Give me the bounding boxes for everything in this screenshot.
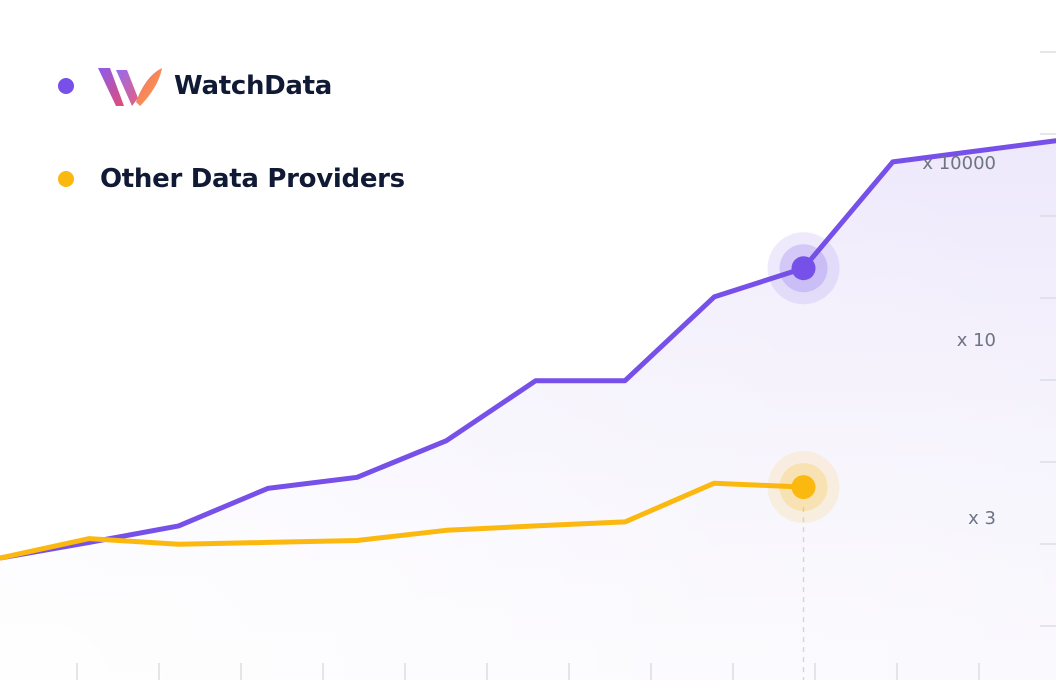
highlight-markers [767, 232, 840, 524]
watchdata-line [0, 138, 1056, 561]
y-tick-label: x 10000 [922, 153, 996, 174]
y-axis-ticks [1040, 51, 1056, 627]
marker-dot [791, 256, 816, 281]
watchdata-legend-dot [58, 78, 74, 94]
other-providers-highlight-marker [767, 451, 840, 524]
legend-item-watchdata[interactable]: WatchData [58, 64, 332, 108]
other-providers-line [0, 480, 806, 561]
x-axis-ticks [76, 663, 980, 680]
series-lines [0, 138, 1056, 561]
y-tick-labels: x 3 x 10 x 10000 [922, 153, 996, 529]
legend-item-other-providers[interactable]: Other Data Providers [58, 164, 405, 194]
other-legend-dot [58, 171, 74, 187]
legend-label-other-providers: Other Data Providers [100, 164, 405, 194]
watchdata-logo-icon [98, 68, 162, 106]
y-tick-label: x 10 [957, 330, 996, 351]
marker-dot [791, 475, 816, 500]
y-tick-label: x 3 [968, 508, 996, 529]
legend-label-watchdata: WatchData [174, 71, 333, 101]
watchdata-highlight-marker [767, 232, 840, 305]
